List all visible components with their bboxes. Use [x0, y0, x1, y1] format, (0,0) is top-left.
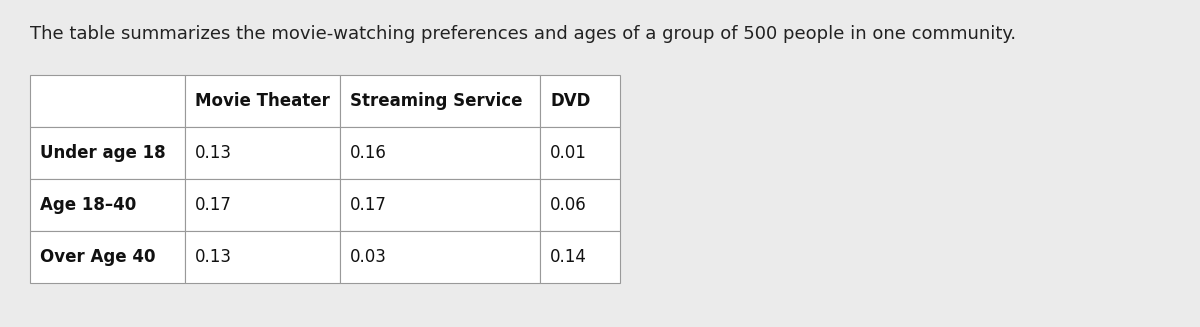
Bar	[30, 75, 185, 127]
Text: 0.13: 0.13	[194, 144, 232, 162]
Text: The table summarizes the movie-watching preferences and ages of a group of 500 p: The table summarizes the movie-watching …	[30, 25, 1016, 43]
Text: Under age 18: Under age 18	[40, 144, 166, 162]
Text: 0.16: 0.16	[350, 144, 386, 162]
Bar	[540, 127, 620, 179]
Text: Age 18–40: Age 18–40	[40, 196, 137, 214]
Bar	[340, 75, 540, 127]
Bar	[30, 127, 185, 179]
Text: Streaming Service: Streaming Service	[350, 92, 522, 110]
Text: 0.14: 0.14	[550, 248, 587, 266]
Text: Over Age 40: Over Age 40	[40, 248, 156, 266]
Text: 0.03: 0.03	[350, 248, 386, 266]
Text: 0.17: 0.17	[350, 196, 386, 214]
Text: 0.01: 0.01	[550, 144, 587, 162]
Text: 0.17: 0.17	[194, 196, 232, 214]
Text: 0.06: 0.06	[550, 196, 587, 214]
Bar	[340, 231, 540, 283]
Text: DVD: DVD	[550, 92, 590, 110]
Bar	[540, 231, 620, 283]
Bar	[30, 179, 185, 231]
Bar	[340, 179, 540, 231]
Bar	[185, 127, 340, 179]
Text: 0.13: 0.13	[194, 248, 232, 266]
Bar	[185, 179, 340, 231]
Text: Movie Theater: Movie Theater	[194, 92, 330, 110]
Bar	[30, 231, 185, 283]
Bar	[185, 231, 340, 283]
Bar	[340, 127, 540, 179]
Bar	[540, 75, 620, 127]
Bar	[540, 179, 620, 231]
Bar	[185, 75, 340, 127]
